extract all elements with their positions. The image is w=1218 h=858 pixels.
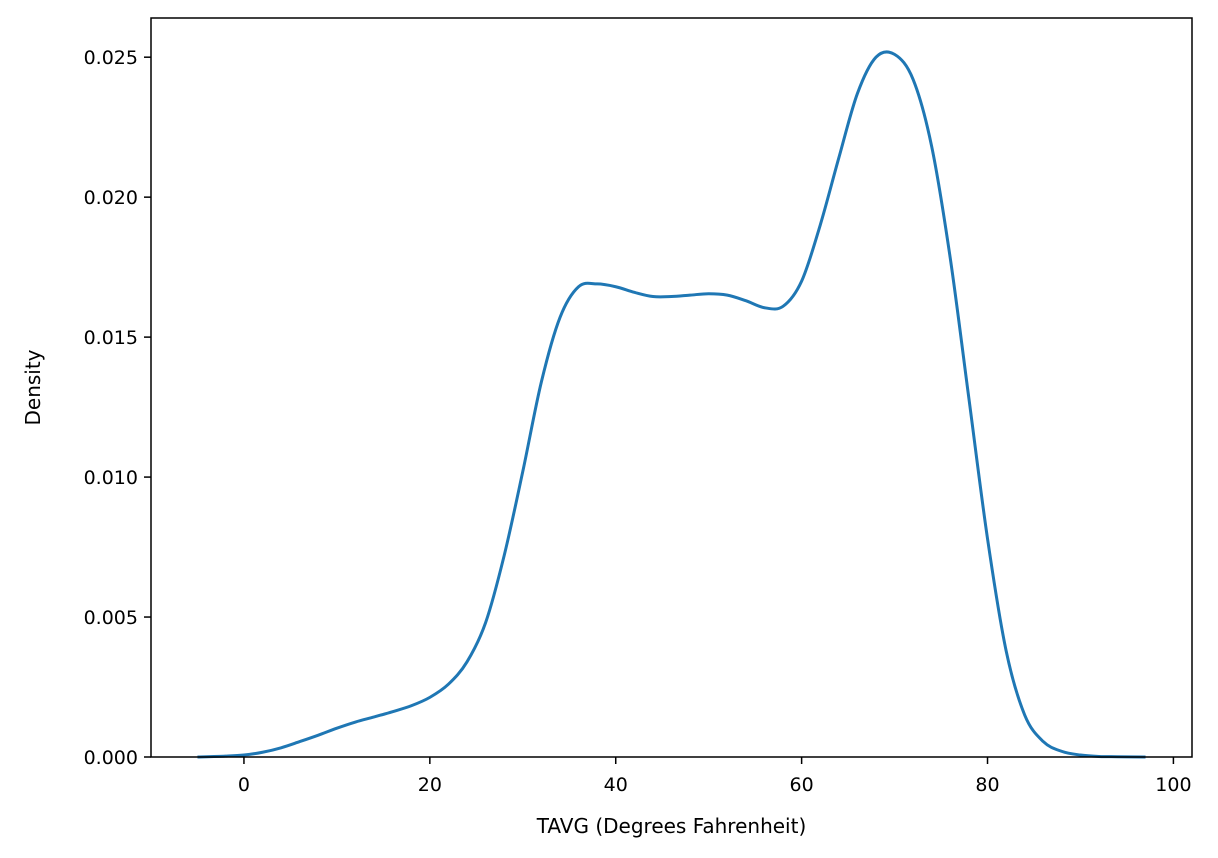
plot-area bbox=[197, 50, 1146, 759]
x-tick-label: 80 bbox=[975, 774, 999, 796]
x-tick-label: 60 bbox=[790, 774, 814, 796]
y-tick-label: 0.000 bbox=[84, 747, 138, 769]
y-tick-label: 0.025 bbox=[84, 47, 138, 69]
x-tick-label: 20 bbox=[418, 774, 442, 796]
y-tick-label: 0.020 bbox=[84, 187, 138, 209]
axes-frame bbox=[150, 17, 1193, 758]
y-tick-label: 0.015 bbox=[84, 327, 138, 349]
x-axis-label: TAVG (Degrees Fahrenheit) bbox=[536, 814, 807, 838]
density-curve-line bbox=[197, 50, 1146, 759]
x-tick-label: 40 bbox=[604, 774, 628, 796]
y-axis-label: Density bbox=[21, 349, 45, 425]
y-tick-label: 0.005 bbox=[84, 607, 138, 629]
x-tick-label: 100 bbox=[1155, 774, 1191, 796]
x-axis-ticks: 0 20 40 60 80 100 bbox=[238, 757, 1192, 796]
x-tick-label: 0 bbox=[238, 774, 250, 796]
y-axis-ticks: 0.000 0.005 0.010 0.015 0.020 0.025 bbox=[84, 47, 151, 769]
y-tick-label: 0.010 bbox=[84, 467, 138, 489]
